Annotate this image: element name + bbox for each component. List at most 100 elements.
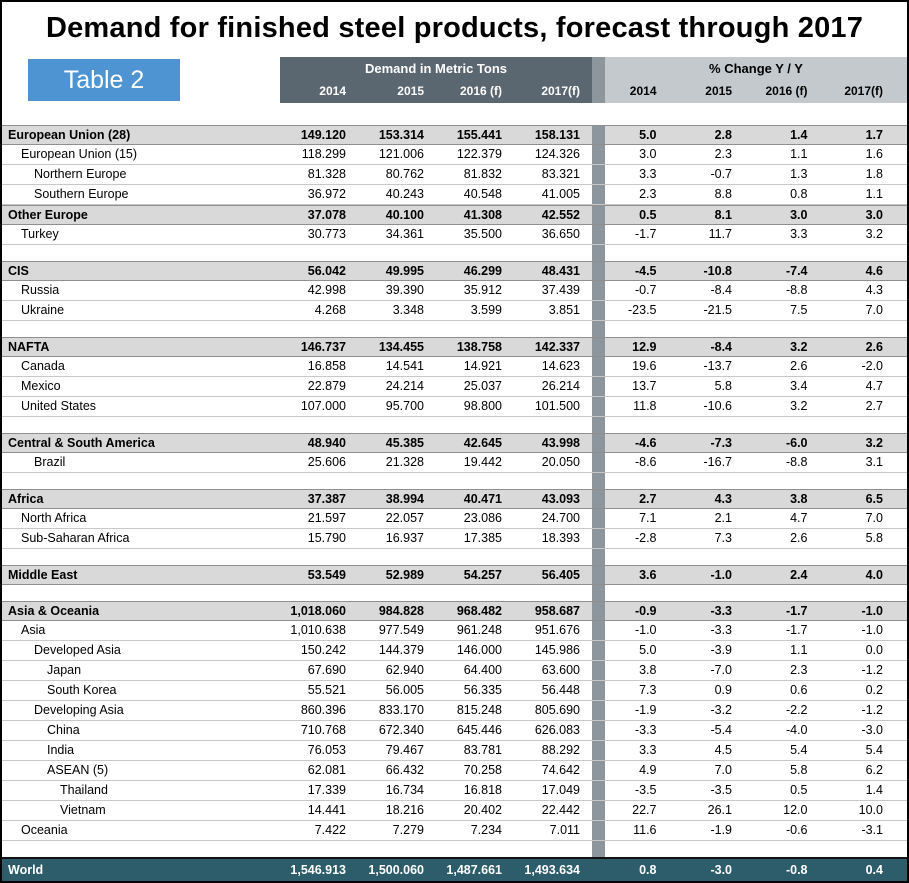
spacer-cell [436,473,514,489]
pct-change-value: -1.2 [861,663,883,677]
metric-tons-value: 710.768 [300,723,346,737]
pct-change-value: -21.5 [703,303,733,317]
column-divider [592,721,605,740]
table-header: Table 2 Demand in Metric Tons 2014 2015 … [2,57,907,103]
pct-change-value: 2.3 [714,147,732,161]
metric-tons-value: 860.396 [300,703,346,717]
spacer-cell [681,321,757,337]
pct-change-value: -1.0 [861,604,883,618]
metric-tons-value: 3.599 [470,303,502,317]
metric-tons-value: 95.700 [385,399,424,413]
spacer-cell [358,549,436,565]
metric-tons-value: 16.734 [385,783,424,797]
spacer-cell [436,841,514,857]
metric-tons-value: 626.083 [534,723,580,737]
region-data-row: Southern Europe 36.972 40.243 40.548 41.005 2… [2,185,907,205]
metric-tons-value: 14.541 [385,359,424,373]
spacer-cell [605,549,681,565]
pct-change-value: 5.0 [639,643,657,657]
column-divider [592,821,605,840]
metric-tons-value: 153.314 [378,128,424,142]
mt-year-2015: 2015 [397,84,424,98]
metric-tons-value: 46.299 [463,264,502,278]
metric-tons-value: 18.216 [385,803,424,817]
metric-tons-value: 17.385 [463,531,502,545]
metric-tons-value: 149.120 [300,128,346,142]
pct-change-value: 2.3 [639,187,657,201]
spacer-cell [2,473,280,489]
spacer-cell [358,585,436,601]
pct-change-value: 0.2 [865,683,883,697]
region-name: Russia [21,283,60,297]
pct-change-value: -0.8 [785,863,808,877]
metric-tons-value: 20.050 [541,455,580,469]
spacer-cell [605,585,681,601]
metric-tons-value: 64.400 [463,663,502,677]
pct-change-value: -8.8 [785,283,808,297]
pct-change-value: 11.6 [633,823,657,837]
pct-year-2016f: 2016 (f) [765,84,808,98]
pct-change-value: -1.7 [634,227,657,241]
world-total-row: World 1,546.913 1,500.060 1,487.661 1,493.63… [2,857,907,881]
pct-change-value: 3.8 [790,492,808,506]
region-data-row: Sub-Saharan Africa 15.790 16.937 17.385 18.3… [2,529,907,549]
region-name: Northern Europe [34,167,127,181]
pct-change-value: 19.6 [632,359,657,373]
metric-tons-value: 83.781 [463,743,502,757]
region-data-row: United States 107.000 95.700 98.800 101.500 1… [2,397,907,417]
column-divider [592,681,605,700]
region-name: European Union (28) [8,128,131,142]
metric-tons-value: 7.279 [392,823,424,837]
pct-change-value: -6.0 [785,436,808,450]
metric-tons-value: 45.385 [385,436,424,450]
metric-tons-value: 70.258 [463,763,502,777]
pct-change-value: 7.3 [639,683,657,697]
column-divider [592,225,605,244]
metric-tons-value: 961.248 [456,623,502,637]
spacer-cell [681,473,757,489]
spacer-cell [280,585,358,601]
metric-tons-value: 79.467 [385,743,424,757]
metric-tons-value: 146.737 [300,340,346,354]
metric-tons-value: 16.937 [385,531,424,545]
pct-change-value: 12.0 [783,803,808,817]
pct-change-value: 2.7 [865,399,883,413]
pct-change-value: 1.4 [865,783,883,797]
column-divider [592,549,605,565]
region-name: Developed Asia [34,643,121,657]
spacer-row [2,549,907,565]
metric-tons-value: 977.549 [378,623,424,637]
region-name: United States [21,399,97,413]
metric-tons-value: 74.642 [541,763,580,777]
spacer-cell [756,585,832,601]
spacer-cell [605,245,681,261]
mt-year-2014: 2014 [319,84,346,98]
pct-change-value: 2.8 [714,128,732,142]
metric-tons-value: 16.818 [463,783,502,797]
spacer-cell [832,417,908,433]
pct-change-value: 3.1 [865,455,883,469]
metric-tons-value: 805.690 [534,703,580,717]
metric-tons-value: 55.521 [307,683,346,697]
column-divider [592,509,605,528]
metric-tons-value: 7.234 [470,823,502,837]
region-data-row: ASEAN (5) 62.081 66.432 70.258 74.642 4.9 7.0 5… [2,761,907,781]
region-name: Brazil [34,455,66,469]
region-section-row: Central & South America 48.940 45.385 42.64… [2,433,907,453]
region-data-row: Russia 42.998 39.390 35.912 37.439 -0.7 -8.4 -8… [2,281,907,301]
column-divider [592,585,605,601]
pct-change-value: -1.0 [634,623,657,637]
spacer-cell [756,549,832,565]
pct-change-value: 0.8 [639,863,657,877]
pct-change-value: -3.5 [634,783,657,797]
spacer-row [2,245,907,261]
spacer-cell [832,321,908,337]
spacer-cell [605,841,681,857]
metric-tons-value: 951.676 [534,623,580,637]
pct-change-value: 5.4 [865,743,883,757]
region-name: Ukraine [21,303,65,317]
pct-change-value: 11.7 [708,227,732,241]
pct-change-value: 7.5 [790,303,808,317]
column-divider [592,453,605,472]
pct-change-value: 13.7 [632,379,657,393]
